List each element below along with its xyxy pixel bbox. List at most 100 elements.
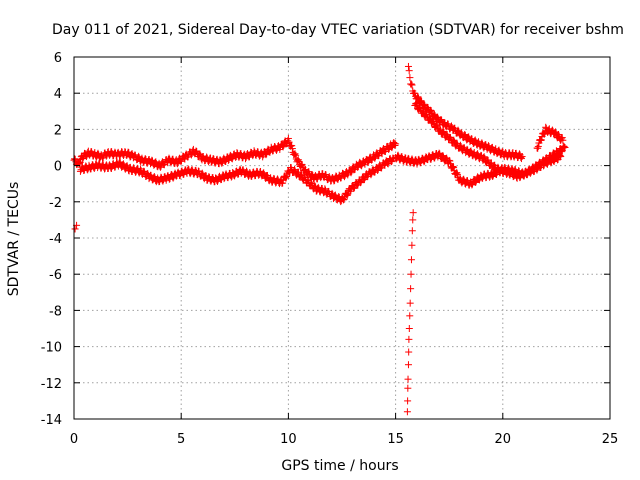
data-point <box>404 384 412 392</box>
data-point <box>547 154 555 162</box>
data-point <box>364 158 372 166</box>
data-point <box>450 136 458 144</box>
data-point <box>433 121 441 129</box>
data-point <box>409 216 417 224</box>
x-tick-label: 25 <box>602 432 619 447</box>
x-axis-label: GPS time / hours <box>281 458 398 474</box>
data-point <box>391 142 399 150</box>
data-point <box>480 154 488 162</box>
y-tick-label: -6 <box>49 268 62 283</box>
data-point <box>294 156 302 164</box>
data-point <box>472 178 480 186</box>
data-point <box>405 325 413 332</box>
data-layer <box>70 62 569 416</box>
data-point <box>394 151 402 159</box>
data-point <box>534 144 542 152</box>
data-point <box>404 361 412 369</box>
data-point <box>407 285 415 293</box>
data-point <box>79 155 87 163</box>
data-point <box>453 170 461 178</box>
data-point <box>404 154 412 162</box>
data-point <box>518 153 526 161</box>
data-point <box>406 312 414 320</box>
y-tick-label: 0 <box>54 160 62 175</box>
y-tick-label: -12 <box>41 377 62 392</box>
data-point <box>408 227 416 235</box>
data-point <box>209 155 217 163</box>
data-point <box>282 174 290 182</box>
data-point <box>537 136 545 144</box>
data-point <box>417 97 425 105</box>
data-point <box>356 179 364 187</box>
data-point <box>445 156 453 164</box>
x-tick-label: 20 <box>495 432 512 447</box>
data-point <box>453 169 461 177</box>
y-tick-label: -2 <box>49 196 62 211</box>
data-point <box>335 193 343 201</box>
data-point <box>405 67 413 75</box>
data-point <box>71 225 79 233</box>
data-point <box>439 152 447 160</box>
data-point <box>270 174 278 182</box>
data-point <box>439 128 447 136</box>
data-point <box>452 169 460 177</box>
data-point <box>298 160 306 168</box>
data-point <box>242 155 250 163</box>
data-point <box>243 167 251 175</box>
data-point <box>537 136 545 144</box>
data-point <box>533 164 541 172</box>
data-point <box>405 335 413 343</box>
data-point <box>404 397 412 405</box>
data-point <box>559 136 567 144</box>
data-point <box>140 167 148 175</box>
data-point <box>412 100 420 108</box>
data-point <box>480 153 488 161</box>
data-point <box>414 93 422 101</box>
data-point <box>290 150 298 158</box>
y-axis-label: SDTVAR / TECUs <box>6 182 22 297</box>
data-point <box>407 270 415 278</box>
y-tick-label: -8 <box>49 304 62 319</box>
data-point <box>411 89 419 97</box>
data-point <box>184 165 192 173</box>
data-point <box>449 137 457 145</box>
data-point <box>427 106 435 114</box>
data-point <box>407 256 415 264</box>
data-point <box>404 375 412 383</box>
x-tick-label: 5 <box>177 432 185 447</box>
data-point <box>406 74 414 82</box>
data-point <box>173 159 181 167</box>
data-point <box>99 160 107 168</box>
data-point <box>430 110 438 118</box>
data-point <box>360 175 368 183</box>
y-tick-label: -10 <box>41 341 62 356</box>
data-point <box>234 170 242 178</box>
data-point <box>343 191 351 199</box>
data-point <box>71 155 79 163</box>
data-point <box>291 150 299 158</box>
x-tick-label: 0 <box>70 432 78 447</box>
y-tick-label: -4 <box>49 232 62 247</box>
data-point <box>407 80 415 88</box>
data-point <box>560 143 568 151</box>
data-point <box>213 177 221 185</box>
data-point <box>435 149 443 157</box>
tick-layer: -14 -12 -10 -8 -6 -4 -2 0 2 4 6 0 5 10 15 20 25 <box>41 51 619 447</box>
data-point <box>76 158 84 166</box>
data-point <box>150 173 158 181</box>
data-point <box>262 151 270 159</box>
data-point <box>279 143 287 151</box>
data-point <box>294 156 302 164</box>
data-point <box>284 134 292 142</box>
data-point <box>304 176 312 184</box>
data-point <box>198 170 206 178</box>
chart-title: Day 011 of 2021, Sidereal Day-to-day VTE… <box>52 22 624 38</box>
data-point <box>560 142 568 150</box>
data-point <box>285 167 293 175</box>
data-point <box>409 209 417 217</box>
data-point <box>404 62 412 70</box>
data-point <box>288 145 296 153</box>
data-point <box>433 114 441 122</box>
